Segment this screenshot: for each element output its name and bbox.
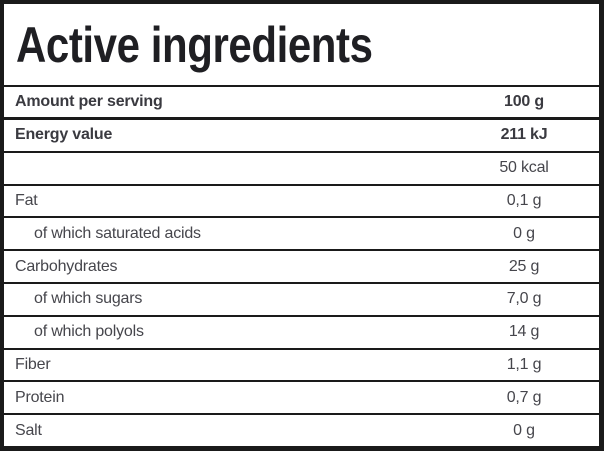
row-value: 7,0 g — [506, 290, 542, 308]
row-value: 0 g — [513, 224, 535, 242]
table-row-carbohydrates: Carbohydrates 25 g — [4, 251, 599, 284]
row-label: Fat — [15, 191, 38, 209]
table-row-salt: Salt 0 g — [4, 415, 599, 446]
row-value: 0 g — [513, 421, 535, 439]
serving-header-row: Amount per serving 100 g — [4, 87, 599, 120]
table-row-protein: Protein 0,7 g — [4, 382, 599, 416]
row-label: Fiber — [15, 355, 51, 373]
row-label: Energy value — [15, 126, 113, 144]
title-block: Active ingredients — [4, 4, 599, 87]
row-value: 211 kJ — [500, 126, 548, 144]
table-row-energy-kcal: 50 kcal — [4, 153, 599, 186]
row-label: of which sugars — [34, 290, 143, 308]
table-row-polyols: of which polyols 14 g — [4, 317, 599, 350]
table-row-energy-value: Energy value 211 kJ — [4, 120, 599, 153]
serving-header-label: Amount per serving — [15, 93, 163, 110]
row-label: of which polyols — [34, 323, 144, 341]
table-row-saturated-acids: of which saturated acids 0 g — [4, 218, 599, 252]
row-label: of which saturated acids — [34, 224, 201, 242]
table-row-fat: Fat 0,1 g — [4, 186, 599, 219]
table-row-sugars: of which sugars 7,0 g — [4, 284, 599, 317]
row-value: 14 g — [508, 323, 540, 341]
row-value: 0,7 g — [506, 388, 542, 406]
row-value: 1,1 g — [506, 355, 542, 373]
row-value: 25 g — [508, 257, 540, 275]
row-value: 50 kcal — [499, 159, 549, 177]
row-label: Protein — [15, 388, 65, 406]
row-label: Salt — [15, 421, 42, 439]
row-value: 0,1 g — [506, 191, 542, 209]
nutrition-rows: Energy value 211 kJ 50 kcal Fat 0,1 g of… — [4, 120, 599, 446]
row-label: Carbohydrates — [15, 257, 118, 275]
page-title: Active ingredients — [16, 16, 373, 73]
table-row-fiber: Fiber 1,1 g — [4, 350, 599, 383]
serving-header-value: 100 g — [504, 93, 544, 110]
